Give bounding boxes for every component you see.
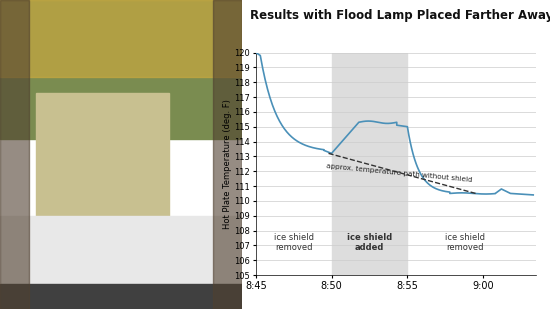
Bar xyxy=(213,0,242,309)
Bar xyxy=(0,216,242,284)
Y-axis label: Hot Plate Temperature (deg. F): Hot Plate Temperature (deg. F) xyxy=(223,99,232,229)
Text: ice shield
added: ice shield added xyxy=(347,233,392,252)
Text: ice shield
removed: ice shield removed xyxy=(445,233,485,252)
Text: Results with Flood Lamp Placed Farther Away: Results with Flood Lamp Placed Farther A… xyxy=(250,9,550,22)
Bar xyxy=(0,0,242,139)
Bar xyxy=(36,93,169,232)
Text: approx. temperature path without shield: approx. temperature path without shield xyxy=(327,163,473,183)
Bar xyxy=(332,53,408,275)
Bar xyxy=(0,0,242,77)
Bar xyxy=(0,0,29,309)
Bar xyxy=(0,284,242,309)
Text: ice shield
removed: ice shield removed xyxy=(274,233,313,252)
